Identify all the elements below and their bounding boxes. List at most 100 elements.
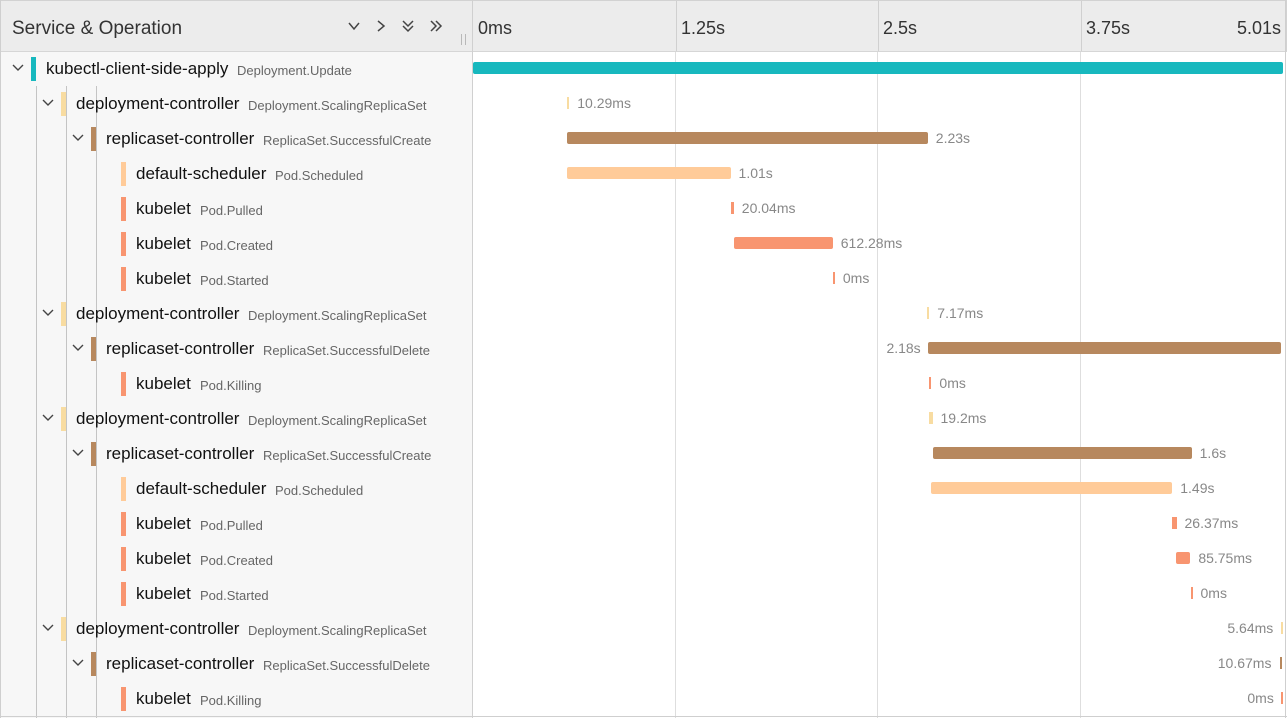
span-bar[interactable] [1281, 692, 1284, 704]
span-row-label[interactable]: kubectl-client-side-apply Deployment.Upda… [1, 51, 472, 86]
service-color-marker [121, 512, 126, 536]
span-row-label[interactable]: replicaset-controller ReplicaSet.Successf… [1, 646, 472, 681]
operation-name: Pod.Pulled [200, 518, 263, 533]
collapse-chevron-icon[interactable] [41, 411, 55, 425]
operation-name: ReplicaSet.SuccessfulDelete [263, 343, 430, 358]
span-bar[interactable] [1190, 587, 1193, 599]
span-row-label[interactable]: deployment-controller Deployment.ScalingR… [1, 401, 472, 436]
span-bar[interactable] [567, 167, 731, 179]
operation-name: Deployment.ScalingReplicaSet [248, 623, 427, 638]
service-color-marker [121, 267, 126, 291]
span-bar[interactable] [832, 272, 835, 284]
collapse-chevron-icon[interactable] [71, 341, 85, 355]
span-row-label[interactable]: kubelet Pod.Killing [1, 366, 472, 401]
span-row-label[interactable]: deployment-controller Deployment.ScalingR… [1, 296, 472, 331]
panel-divider[interactable] [472, 0, 473, 718]
service-name: replicaset-controller [106, 129, 255, 148]
span-bar[interactable] [927, 307, 930, 319]
span-bar[interactable] [567, 97, 570, 109]
service-name: deployment-controller [76, 619, 240, 638]
service-name: replicaset-controller [106, 444, 255, 463]
span-bar[interactable] [929, 377, 932, 389]
span-bar[interactable] [1279, 657, 1282, 669]
collapse-chevron-icon[interactable] [71, 446, 85, 460]
span-bar[interactable] [929, 412, 933, 424]
span-bar[interactable] [473, 62, 1283, 74]
collapse-one-button[interactable] [343, 14, 365, 38]
span-row-label[interactable]: kubelet Pod.Started [1, 576, 472, 611]
service-color-marker [121, 477, 126, 501]
span-bar[interactable] [1281, 622, 1284, 634]
operation-name: Pod.Scheduled [275, 168, 364, 183]
timeline-gridline [877, 51, 878, 718]
expand-all-button[interactable] [425, 14, 447, 38]
service-color-marker [61, 617, 66, 641]
span-row-label[interactable]: kubelet Pod.Pulled [1, 506, 472, 541]
span-row-label[interactable]: replicaset-controller ReplicaSet.Successf… [1, 121, 472, 156]
span-bar[interactable] [567, 132, 928, 144]
span-bar[interactable] [1176, 552, 1191, 564]
collapse-all-button[interactable] [397, 14, 419, 38]
service-color-marker [121, 197, 126, 221]
service-name: replicaset-controller [106, 654, 255, 673]
timeline-gridline [675, 51, 676, 718]
tick-separator [1081, 1, 1082, 51]
span-duration-label: 1.01s [738, 165, 773, 181]
service-color-marker [61, 92, 66, 116]
operation-name: Deployment.Update [237, 63, 352, 78]
tree-guide-line [36, 86, 37, 718]
operation-name: Pod.Created [200, 238, 273, 253]
span-bar[interactable] [932, 447, 1192, 459]
span-row-label[interactable]: kubelet Pod.Created [1, 541, 472, 576]
span-row-label[interactable]: kubelet Pod.Pulled [1, 191, 472, 226]
service-name: default-scheduler [136, 164, 267, 183]
column-resize-handle[interactable] [461, 34, 467, 46]
service-color-marker [91, 127, 96, 151]
timeline-header: Service & Operation 0ms 1.25s [0, 0, 1287, 52]
collapse-chevron-icon[interactable] [41, 621, 55, 635]
double-chevron-right-icon [430, 20, 443, 32]
span-duration-label: 85.75ms [1198, 550, 1253, 566]
span-duration-label: 5.64ms [1227, 620, 1274, 636]
operation-name: Pod.Pulled [200, 203, 263, 218]
collapse-chevron-icon[interactable] [71, 131, 85, 145]
span-duration-label: 2.23s [935, 130, 971, 146]
span-row-label[interactable]: kubelet Pod.Started [1, 261, 472, 296]
span-bar[interactable] [730, 202, 734, 214]
span-bar[interactable] [931, 482, 1173, 494]
collapse-chevron-icon[interactable] [71, 656, 85, 670]
span-row-label[interactable]: kubelet Pod.Created [1, 226, 472, 261]
span-row-label[interactable]: deployment-controller Deployment.ScalingR… [1, 611, 472, 646]
service-name: kubectl-client-side-apply [46, 59, 229, 78]
tick-label: 2.5s [883, 18, 918, 38]
span-bar[interactable] [733, 237, 833, 249]
span-duration-label: 0ms [842, 270, 870, 286]
span-duration-label: 10.67ms [1217, 655, 1272, 671]
span-bar[interactable] [928, 342, 1281, 354]
operation-name: Pod.Scheduled [275, 483, 364, 498]
service-name: kubelet [136, 374, 191, 393]
service-name: kubelet [136, 234, 191, 253]
service-name: replicaset-controller [106, 339, 255, 358]
span-bar[interactable] [1172, 517, 1177, 529]
span-row-label[interactable]: deployment-controller Deployment.ScalingR… [1, 86, 472, 121]
collapse-chevron-icon[interactable] [41, 306, 55, 320]
service-color-marker [121, 687, 126, 711]
operation-name: Deployment.ScalingReplicaSet [248, 308, 427, 323]
span-duration-label: 1.6s [1199, 445, 1227, 461]
operation-name: Pod.Created [200, 553, 273, 568]
span-row-label[interactable]: replicaset-controller ReplicaSet.Successf… [1, 331, 472, 366]
tick-label: 3.75s [1086, 18, 1131, 38]
span-row-label[interactable]: kubelet Pod.Killing [1, 681, 472, 716]
span-duration-label: 20.04ms [741, 200, 796, 216]
operation-name: Deployment.ScalingReplicaSet [248, 98, 427, 113]
collapse-chevron-icon[interactable] [11, 61, 25, 75]
service-color-marker [91, 442, 96, 466]
collapse-chevron-icon[interactable] [41, 96, 55, 110]
span-row-label[interactable]: replicaset-controller ReplicaSet.Successf… [1, 436, 472, 471]
expand-one-button[interactable] [370, 14, 392, 38]
span-row-label[interactable]: default-scheduler Pod.Scheduled [1, 156, 472, 191]
service-name: deployment-controller [76, 94, 240, 113]
span-row-label[interactable]: default-scheduler Pod.Scheduled [1, 471, 472, 506]
